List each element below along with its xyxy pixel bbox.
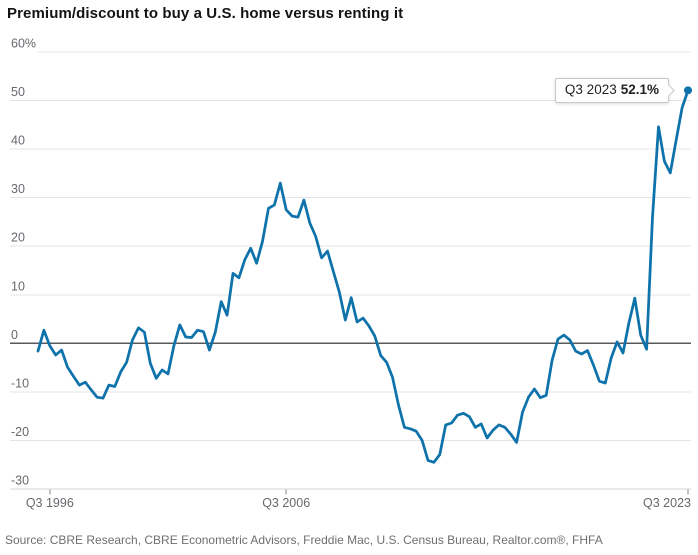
y-tick-label: 0 xyxy=(11,328,18,342)
annotation-callout: Q3 2023 52.1% xyxy=(554,78,669,103)
x-tick-label: Q3 2006 xyxy=(262,496,310,510)
x-tick-label: Q3 1996 xyxy=(26,496,74,510)
chart-title: Premium/discount to buy a U.S. home vers… xyxy=(7,5,404,22)
series-end-dot xyxy=(684,86,692,95)
series-line xyxy=(36,89,690,464)
y-tick-label: -30 xyxy=(11,474,29,488)
y-tick-label: 50 xyxy=(11,85,25,99)
y-tick-label: -20 xyxy=(11,425,29,439)
y-tick-label: 30 xyxy=(11,182,25,196)
y-tick-label: 10 xyxy=(11,279,25,293)
source-note: Source: CBRE Research, CBRE Econometric … xyxy=(5,533,603,547)
annotation-value: 52.1% xyxy=(620,82,659,97)
x-tick-label: Q3 2023 xyxy=(643,496,691,510)
y-tick-label: 40 xyxy=(11,134,25,148)
y-tick-label: -10 xyxy=(11,376,29,390)
y-tick-label: 20 xyxy=(11,231,25,245)
y-tick-label: 60% xyxy=(11,37,36,51)
annotation-label: Q3 2023 xyxy=(564,82,617,97)
